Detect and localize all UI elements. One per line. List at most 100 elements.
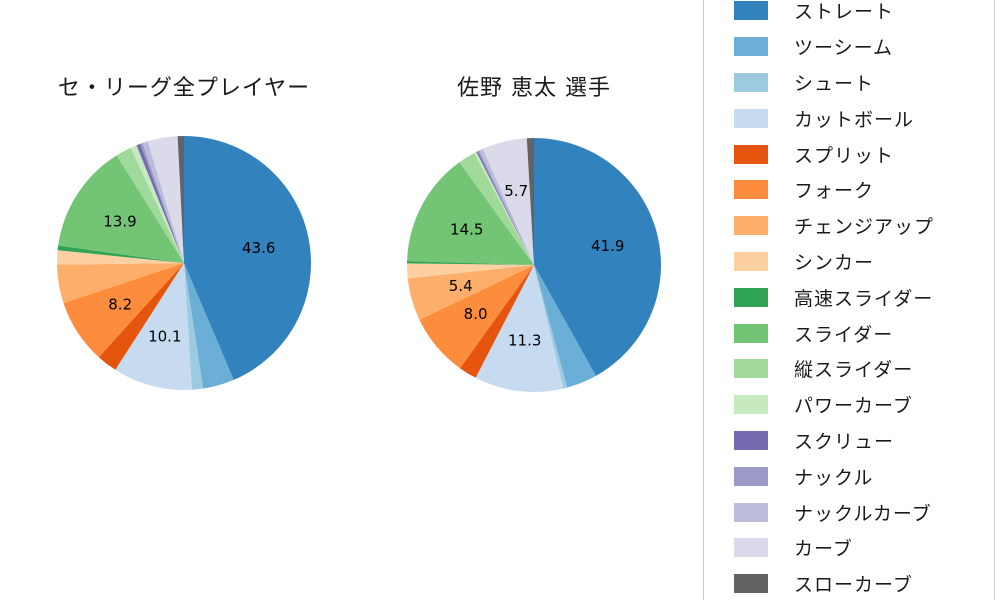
legend-swatch-icon	[734, 395, 768, 415]
pie-slice-4	[460, 265, 534, 378]
legend-item-label: フォーク	[794, 180, 875, 203]
legend-item-11: パワーカーブ	[734, 387, 994, 423]
legend-item-0: ストレート	[734, 0, 994, 29]
pie-slice-14	[479, 148, 534, 265]
legend-item-label: パワーカーブ	[794, 395, 913, 418]
legend-swatch-icon	[734, 430, 768, 450]
legend-swatch-icon	[734, 502, 768, 522]
pie-slice-3	[475, 265, 564, 392]
slice-value-label: 5.4	[449, 277, 473, 295]
slice-value-label: 11.3	[508, 332, 541, 350]
legend: ストレートツーシームシュートカットボール スプリットフォークチェンジアップ シンカー…	[703, 0, 995, 600]
legend-item-14: ナックルカーブ	[734, 494, 994, 530]
legend-item-6: チェンジアップ	[734, 208, 994, 244]
legend-item-label: チェンジアップ	[794, 216, 935, 239]
legend-item-label: 高速スライダー	[794, 287, 934, 310]
pie-chart-league-all-players: 43.6 10.1 8.2 13.9	[57, 136, 311, 390]
slice-value-label: 14.5	[450, 220, 483, 238]
legend-item-label: スライダー	[794, 323, 894, 346]
legend-item-label: シンカー	[794, 251, 875, 274]
pie-slice-9	[58, 155, 184, 263]
legend-swatch-icon	[734, 287, 768, 307]
legend-item-16: スローカーブ	[734, 566, 994, 600]
pie-slice-11	[130, 145, 184, 263]
legend-swatch-icon	[734, 574, 768, 594]
legend-item-label: ナックル	[794, 466, 874, 489]
legend-swatch-icon	[734, 180, 768, 200]
pie-slice-8	[407, 261, 534, 265]
pie-slice-13	[140, 142, 184, 263]
slice-value-label: 5.7	[504, 182, 528, 200]
pie-slice-7	[57, 250, 184, 265]
slice-value-label: 10.1	[148, 328, 181, 346]
pie-slice-2	[184, 263, 204, 390]
slice-value-label: 43.6	[242, 239, 275, 257]
pie-slice-12	[476, 151, 534, 265]
pie-slice-1	[534, 265, 596, 388]
pie-slice-0	[534, 138, 661, 376]
pie-slice-8	[57, 245, 184, 263]
legend-swatch-icon	[734, 466, 768, 486]
pie-slice-6	[57, 263, 185, 303]
pie-slice-3	[115, 263, 192, 390]
legend-swatch-icon	[734, 538, 768, 558]
legend-item-label: スプリット	[794, 144, 895, 167]
legend-item-3: カットボール	[734, 100, 994, 136]
slice-value-label: 13.9	[103, 213, 136, 231]
legend-item-1: ツーシーム	[734, 29, 994, 65]
pie-slice-10	[116, 147, 184, 263]
chart-title-league-all-players: セ・リーグ全プレイヤー	[57, 76, 311, 101]
legend-item-label: ツーシーム	[794, 37, 894, 60]
legend-item-8: 高速スライダー	[734, 279, 994, 315]
pie-slice-1	[184, 263, 234, 389]
legend-item-label: シュート	[794, 72, 875, 95]
pie-slice-16	[177, 136, 184, 263]
legend-item-label: ストレート	[794, 1, 895, 24]
pie-slice-15	[147, 136, 184, 263]
pie-slice-5	[419, 265, 534, 369]
pie-slice-5	[63, 263, 184, 358]
legend-item-9: スライダー	[734, 315, 994, 351]
legend-swatch-icon	[734, 72, 768, 92]
pie-slice-7	[407, 263, 534, 279]
legend-swatch-icon	[734, 359, 768, 379]
legend-swatch-icon	[734, 323, 768, 343]
pie-slice-6	[407, 265, 534, 320]
pie-slice-11	[474, 151, 534, 265]
pie-slice-15	[482, 138, 534, 265]
legend-item-15: カーブ	[734, 530, 994, 566]
slice-value-label: 41.9	[591, 237, 624, 255]
legend-items: ストレートツーシームシュートカットボール スプリットフォークチェンジアップ シンカー…	[734, 0, 994, 600]
pie-slice-2	[534, 265, 568, 389]
pie-slice-16	[526, 138, 534, 265]
slice-value-label: 8.0	[464, 305, 488, 323]
legend-swatch-icon	[734, 108, 768, 128]
chart-title-player-sano-keita: 佐野 恵太 選手	[457, 76, 611, 101]
legend-swatch-icon	[734, 251, 768, 271]
slice-value-label: 8.2	[108, 296, 132, 314]
legend-item-5: フォーク	[734, 172, 994, 208]
legend-item-label: スローカーブ	[794, 574, 913, 597]
legend-item-4: スプリット	[734, 136, 994, 172]
legend-item-7: シンカー	[734, 244, 994, 280]
legend-swatch-icon	[734, 216, 768, 236]
legend-item-label: スクリュー	[794, 430, 895, 453]
pie-slice-13	[477, 150, 534, 265]
legend-item-12: スクリュー	[734, 423, 994, 459]
pie-slice-0	[184, 136, 311, 380]
pie-slice-14	[142, 141, 184, 263]
legend-item-label: ナックルカーブ	[794, 502, 932, 525]
legend-item-label: カットボール	[794, 108, 915, 131]
legend-swatch-icon	[734, 144, 768, 164]
legend-swatch-icon	[734, 1, 768, 21]
legend-item-label: 縦スライダー	[794, 359, 914, 382]
legend-item-2: シュート	[734, 65, 994, 101]
legend-item-label: カーブ	[794, 538, 853, 561]
legend-item-13: ナックル	[734, 458, 994, 494]
legend-swatch-icon	[734, 37, 768, 57]
legend-item-10: 縦スライダー	[734, 351, 994, 387]
pie-slice-12	[136, 143, 184, 263]
pie-slice-4	[98, 263, 184, 370]
pie-slice-10	[459, 152, 534, 265]
